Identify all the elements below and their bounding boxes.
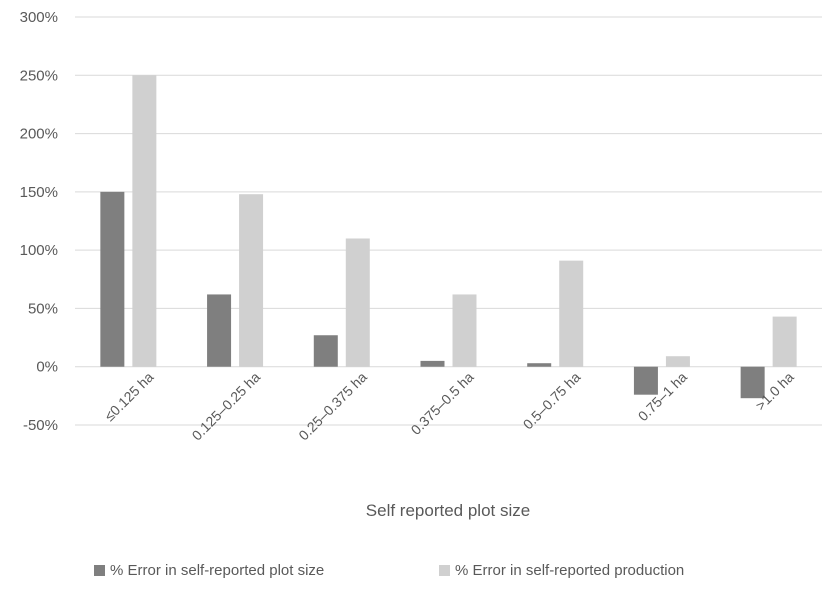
x-tick-label: 0.375–0.5 ha <box>408 369 477 438</box>
bar-plot-size-3 <box>420 360 445 367</box>
x-tick-label: 0.5–0.75 ha <box>520 369 584 433</box>
y-tick-label: 200% <box>20 126 58 143</box>
y-tick-label: 150% <box>20 184 58 201</box>
bar-production-0 <box>132 75 157 367</box>
bar-plot-size-5 <box>633 366 658 395</box>
x-axis-tick-labels: ≤0.125 ha 0.125–0.25 ha 0.25–0.375 ha 0.375… <box>101 369 797 444</box>
y-axis-tick-labels: -50% 0% 50% 100% 150% 200% 250% 300% <box>20 9 58 434</box>
x-tick-label: 0.25–0.375 ha <box>295 369 370 444</box>
bar-production-1 <box>239 194 264 367</box>
bar-production-6 <box>772 316 797 367</box>
y-tick-label: 100% <box>20 242 58 259</box>
x-axis-title: Self reported plot size <box>366 501 530 520</box>
bars <box>100 75 797 399</box>
y-tick-label: 300% <box>20 9 58 26</box>
bar-plot-size-2 <box>313 335 338 367</box>
gridlines <box>75 16 822 426</box>
y-tick-label: 250% <box>20 67 58 84</box>
bar-production-4 <box>559 260 584 367</box>
y-tick-label: 0% <box>36 359 58 376</box>
legend-swatch <box>439 565 450 576</box>
y-tick-label: -50% <box>23 417 58 434</box>
bar-production-3 <box>452 294 477 367</box>
y-tick-label: 50% <box>28 300 58 317</box>
x-tick-label: ≤0.125 ha <box>101 369 156 424</box>
bar-plot-size-1 <box>207 294 232 367</box>
bar-production-5 <box>665 356 690 367</box>
bar-plot-size-6 <box>740 366 765 399</box>
legend-label: % Error in self-reported plot size <box>110 562 324 579</box>
bar-plot-size-0 <box>100 191 125 367</box>
bar-plot-size-4 <box>527 363 552 367</box>
x-tick-label: 0.125–0.25 ha <box>189 369 264 444</box>
bar-production-2 <box>345 238 370 367</box>
legend: % Error in self-reported plot size % Erro… <box>94 562 684 579</box>
legend-label: % Error in self-reported production <box>455 562 684 579</box>
legend-swatch <box>94 565 105 576</box>
